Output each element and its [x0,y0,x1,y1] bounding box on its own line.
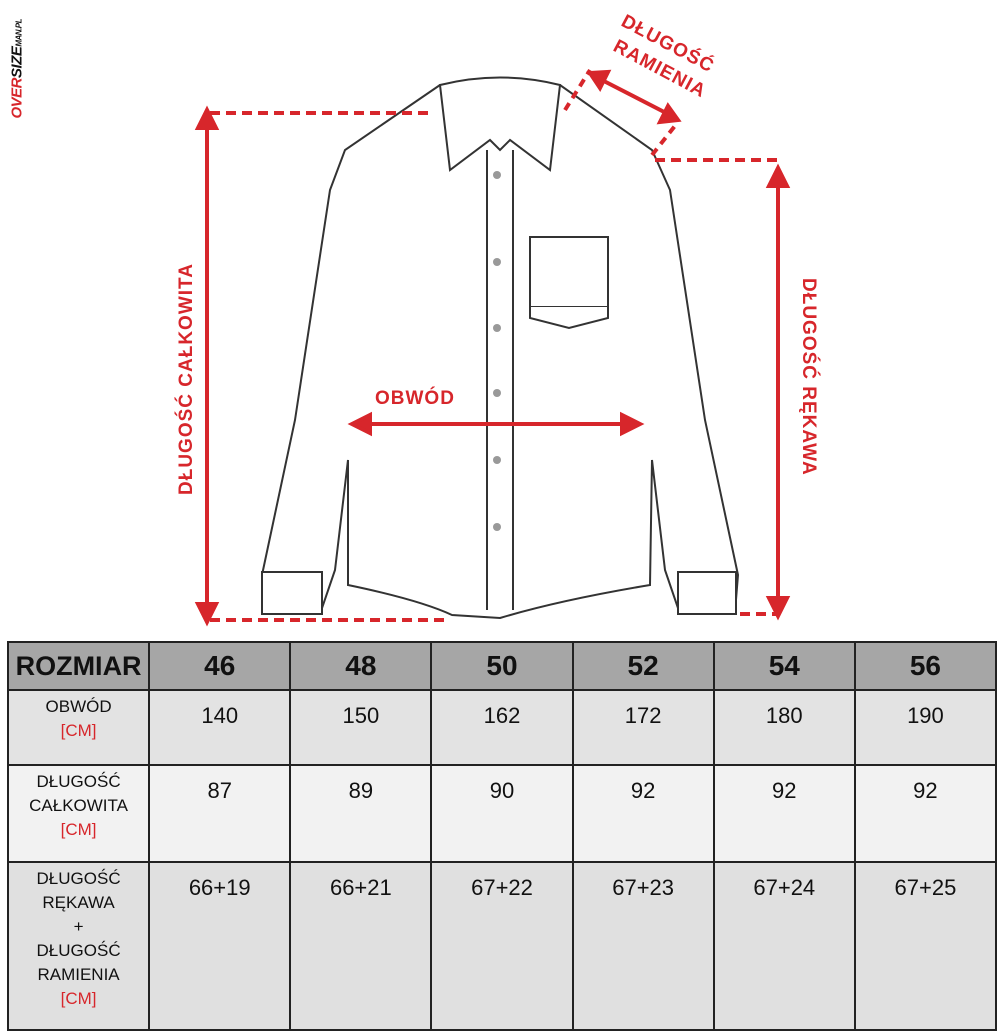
table-cell: 66+19 [148,861,292,1031]
table-cell: 67+22 [430,861,574,1031]
table-cell: 180 [712,689,856,766]
header-cell: 54 [712,641,856,691]
table-row: DŁUGOŚĆ CAŁKOWITA [CM] 87 89 90 92 92 92 [6,764,998,863]
table-cell: 150 [289,689,433,766]
header-cell: 56 [853,641,998,691]
header-cell: 46 [148,641,292,691]
table-cell: 172 [571,689,715,766]
table-cell: 190 [853,689,998,766]
size-table: ROZMIAR 46 48 50 52 54 56 OBWÓD [CM] 140 … [6,641,998,1031]
table-cell: 162 [430,689,574,766]
row-label: OBWÓD [CM] [6,689,151,766]
label-sleeve-length: DŁUGOŚĆ RĘKAWA [798,278,820,476]
shirt-diagram: DŁUGOŚĆ RAMIENIA DŁUGOŚĆ CAŁKOWITA OBWÓD… [175,10,820,627]
table-cell: 89 [289,764,433,863]
table-row: OBWÓD [CM] 140 150 162 172 180 190 [6,689,998,766]
table-cell: 67+25 [853,861,998,1031]
row-label: DŁUGOŚĆ RĘKAWA + DŁUGOŚĆ RAMIENIA [CM] [6,861,151,1031]
buttons [493,171,501,531]
table-cell: 66+21 [289,861,433,1031]
header-cell: 48 [289,641,433,691]
header-cell: ROZMIAR [6,641,151,691]
table-header-row: ROZMIAR 46 48 50 52 54 56 [6,641,998,691]
table-row: DŁUGOŚĆ RĘKAWA + DŁUGOŚĆ RAMIENIA [CM] 66+19 … [6,861,998,1031]
measure-lines [194,68,791,627]
table-cell: 92 [571,764,715,863]
table-cell: 67+23 [571,861,715,1031]
shirt-outline [260,76,740,620]
table-cell: 87 [148,764,292,863]
table-cell: 140 [148,689,292,766]
label-total-length: DŁUGOŚĆ CAŁKOWITA [175,263,197,495]
table-cell: 90 [430,764,574,863]
header-cell: 52 [571,641,715,691]
table-cell: 92 [853,764,998,863]
label-circumference: OBWÓD [375,387,455,409]
header-cell: 50 [430,641,574,691]
row-label: DŁUGOŚĆ CAŁKOWITA [CM] [6,764,151,863]
table-cell: 67+24 [712,861,856,1031]
table-cell: 92 [712,764,856,863]
